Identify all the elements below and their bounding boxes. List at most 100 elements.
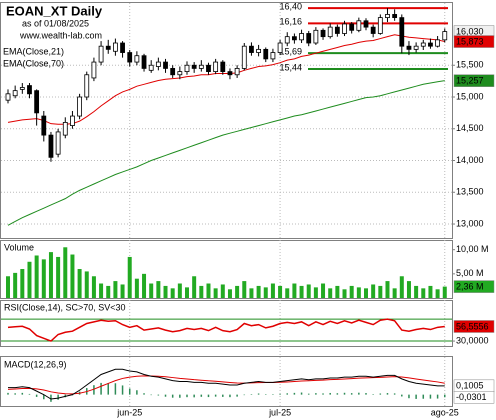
candle-body [270, 52, 276, 60]
histogram-bar [401, 394, 403, 397]
candle-body [406, 45, 412, 50]
x-tick-label: jul-25 [268, 407, 291, 417]
histogram-bar [229, 394, 231, 398]
volume-bar [242, 281, 247, 298]
volume-bar [91, 276, 96, 298]
y-tick-label: 14,000 [456, 155, 484, 165]
price-panel [0, 2, 453, 239]
volume-bar [84, 271, 89, 298]
histogram-bar [336, 393, 339, 395]
volume-bar [48, 252, 53, 298]
histogram-bar [100, 382, 102, 395]
macd-line [8, 368, 445, 400]
last-value-label: 15,873 [456, 36, 484, 46]
volume-bar [142, 273, 147, 298]
candle-body [155, 61, 161, 67]
x-tick-label: jun-25 [116, 407, 142, 417]
candle-body [227, 71, 233, 76]
candle-body [127, 52, 133, 63]
candle-body [363, 20, 369, 28]
histogram-bar [93, 385, 95, 395]
volume-bar [134, 278, 139, 298]
volume-bar [41, 259, 46, 298]
volume-bar [399, 276, 404, 298]
candle-body [213, 61, 219, 72]
y-tick-label: 14,500 [456, 123, 484, 133]
histogram-bar [121, 385, 124, 395]
histogram-bar [186, 394, 188, 398]
panel-title: Volume [4, 242, 34, 252]
candle-body [413, 45, 419, 50]
volume-bar [13, 272, 18, 298]
volume-bar [299, 285, 304, 298]
volume-bar [349, 285, 354, 298]
volume-bar [199, 285, 204, 298]
legend-label: EMA(Close,21) [3, 46, 64, 56]
candle-body [27, 85, 32, 95]
histogram-bar [350, 393, 353, 395]
histogram-bar [164, 394, 167, 397]
volume-bar [206, 283, 211, 298]
candle-body [120, 42, 125, 53]
candle-body [241, 45, 247, 69]
volume-bar [313, 287, 318, 298]
histogram-bar [315, 393, 317, 395]
ema-line [7, 34, 445, 125]
volume-bar [56, 256, 61, 298]
histogram-bar [28, 393, 31, 395]
histogram-bar [429, 394, 432, 399]
histogram-bar [14, 393, 16, 395]
volume-bar [270, 283, 275, 298]
volume-bar [342, 289, 347, 298]
chart-title: EOAN_XT Daily [6, 3, 103, 18]
volume-bar [156, 281, 161, 298]
y-tick-label: 30,0000 [456, 335, 489, 345]
candle-body [84, 74, 90, 98]
histogram-bar [150, 394, 152, 396]
histogram-bar [293, 392, 296, 395]
volume-bar [371, 284, 376, 298]
volume-bar [364, 288, 368, 298]
volume-bar [392, 288, 397, 298]
candle-body [91, 61, 97, 79]
volume-bar [127, 256, 132, 298]
last-value-box [453, 391, 495, 404]
histogram-bar [114, 383, 117, 395]
chart-subtitle: as of 01/08/2025 [22, 18, 89, 28]
candle-body [70, 115, 75, 126]
candle-body [198, 64, 204, 69]
volume-bar [63, 247, 68, 298]
y-tick-label: 10,00 M [456, 244, 489, 254]
volume-bar [292, 283, 297, 298]
histogram-bar [393, 393, 396, 395]
volume-bar [406, 281, 411, 298]
rsi-line [7, 318, 445, 342]
candle-body [105, 45, 111, 50]
candle-body [134, 55, 140, 63]
last-value-label: 0,1005 [456, 381, 484, 391]
candle-body [320, 29, 326, 38]
volume-bar [321, 283, 326, 298]
candle-body [163, 61, 168, 69]
candle-body [113, 42, 118, 52]
level-label: 15,69 [279, 47, 302, 57]
candle-body [299, 33, 304, 41]
histogram-bar [207, 394, 210, 398]
candle-body [313, 29, 319, 44]
histogram-bar [279, 393, 281, 395]
last-value-label: 15,257 [456, 76, 484, 86]
candle-body [356, 20, 362, 31]
histogram-bar [365, 393, 367, 395]
histogram-bar [7, 392, 9, 395]
histogram-bar [358, 392, 360, 395]
volume-bar [328, 288, 333, 298]
volume-bar [378, 285, 383, 298]
candle-body [256, 48, 262, 53]
candle-body [277, 42, 283, 53]
y-tick-label: 5,00 M [456, 268, 484, 278]
candle-body [342, 23, 347, 34]
volume-bar [306, 284, 311, 298]
histogram-bar [136, 390, 138, 395]
candle-body [184, 64, 190, 72]
